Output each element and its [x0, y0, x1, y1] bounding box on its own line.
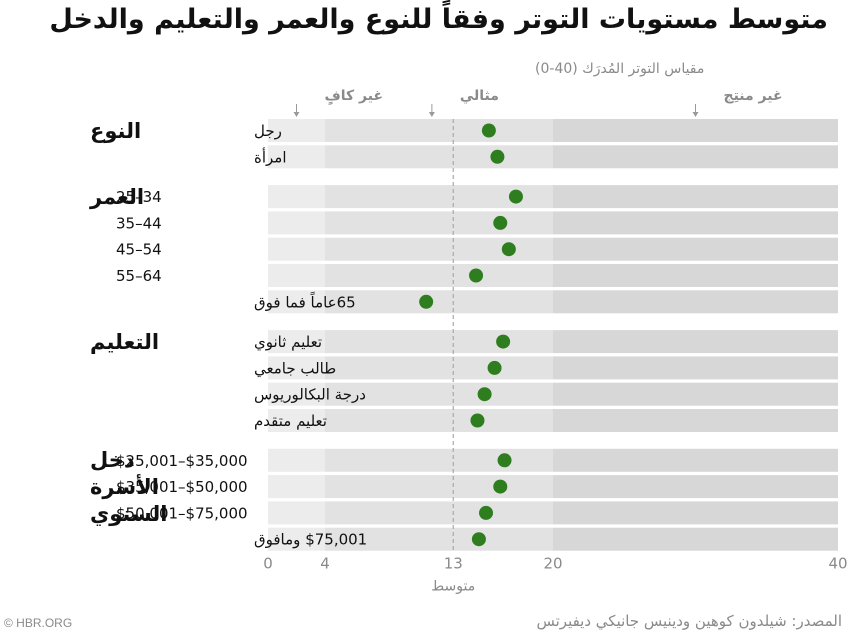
band-segment — [268, 119, 325, 142]
row-label: 35–44 — [116, 214, 162, 232]
row-label: 65عاماً فما فوق — [254, 291, 356, 311]
source-note: المصدر: شيلدون كوهين ودينيس جانيكي ديفير… — [536, 612, 842, 630]
band-segment — [553, 527, 838, 551]
row-label: $50,001–$75,000 — [116, 504, 248, 522]
data-point — [508, 189, 523, 204]
band-segment — [268, 527, 325, 551]
band-segment — [268, 382, 325, 406]
group-label: دخل — [90, 448, 135, 472]
data-point — [493, 479, 508, 494]
row-label: درجة البكالوريوس — [254, 386, 366, 404]
band-segment — [553, 475, 838, 499]
band-segment — [325, 448, 553, 472]
band-segment — [325, 382, 553, 406]
data-point — [469, 268, 484, 283]
band-segment — [325, 409, 553, 432]
zone-label: غير كافٍ — [325, 88, 384, 105]
row-label: $35,001–$50,000 — [116, 478, 248, 496]
band-segment — [553, 145, 838, 169]
band-segment — [268, 475, 325, 499]
row-label: 25–34 — [116, 188, 162, 206]
band-segment — [553, 501, 838, 525]
band-segment — [325, 119, 553, 142]
data-point — [496, 334, 511, 349]
band-segment — [553, 237, 838, 261]
band-segment — [553, 356, 838, 380]
band-segment — [325, 475, 553, 499]
zone-arrow-head — [293, 112, 300, 117]
row-label: $75,001 ومافوق — [254, 531, 367, 549]
zone-arrow-head — [692, 112, 699, 117]
data-point — [493, 215, 508, 230]
publisher-credit: © HBR.ORG — [4, 616, 73, 630]
zone-label: غير منتِج — [724, 88, 783, 104]
band-segment — [553, 409, 838, 432]
band-segment — [268, 290, 325, 314]
band-segment — [553, 290, 838, 314]
data-point — [470, 413, 485, 428]
band-segment — [325, 527, 553, 551]
data-point — [471, 532, 486, 547]
band-segment — [325, 145, 553, 169]
zone-arrow-head — [428, 112, 435, 117]
band-segment — [553, 185, 838, 209]
zone-label: مثالي — [460, 88, 499, 104]
band-segment — [325, 211, 553, 235]
group-label: الأسرة — [90, 473, 159, 499]
band-segment — [268, 409, 325, 432]
x-tick-label: 0 — [263, 555, 273, 573]
band-segment — [325, 290, 553, 314]
data-point — [481, 123, 496, 138]
band-segment — [268, 211, 325, 235]
row-label: تعليم متقدم — [254, 412, 327, 430]
band-segment — [268, 145, 325, 169]
group-label: العمر — [89, 185, 144, 209]
data-point — [477, 387, 492, 402]
band-segment — [268, 185, 325, 209]
row-label: امرأة — [254, 147, 287, 166]
band-segment — [553, 330, 838, 354]
band-segment — [553, 382, 838, 406]
average-label: متوسط — [431, 579, 475, 595]
band-segment — [268, 501, 325, 525]
data-point — [479, 505, 494, 520]
band-segment — [553, 448, 838, 472]
group-label: النوع — [90, 119, 141, 143]
band-segment — [325, 501, 553, 525]
row-label: تعليم ثانوي — [254, 333, 322, 352]
band-segment — [268, 448, 325, 472]
band-segment — [268, 237, 325, 261]
row-label: 55–64 — [116, 267, 162, 285]
band-segment — [325, 237, 553, 261]
band-segment — [553, 119, 838, 142]
band-segment — [325, 264, 553, 287]
chart-title: متوسط مستويات التوتر وفقاً للنوع والعمر … — [49, 4, 828, 35]
data-point — [490, 149, 505, 164]
x-tick-label: 4 — [320, 555, 330, 573]
group-label: التعليم — [90, 330, 159, 354]
band-segment — [325, 356, 553, 380]
band-segment — [553, 264, 838, 287]
x-axis-title: مقياس التوتر المُدرَك (40-0) — [535, 61, 704, 77]
row-label: $25,001–$35,000 — [116, 452, 248, 470]
band-segment — [325, 330, 553, 354]
row-label: رجل — [254, 122, 282, 140]
row-label: 45–54 — [116, 241, 162, 259]
x-tick-label: 40 — [828, 555, 847, 573]
x-tick-label: 20 — [543, 555, 562, 573]
group-label: السنوي — [90, 502, 167, 527]
data-point — [487, 360, 502, 375]
band-segment — [325, 185, 553, 209]
band-segment — [268, 264, 325, 287]
row-label: طالب جامعي — [254, 359, 336, 378]
data-point — [419, 294, 434, 309]
data-point — [501, 242, 516, 257]
x-tick-label: 13 — [444, 555, 463, 573]
data-point — [497, 453, 512, 468]
band-segment — [268, 330, 325, 354]
band-segment — [268, 356, 325, 380]
band-segment — [553, 211, 838, 235]
